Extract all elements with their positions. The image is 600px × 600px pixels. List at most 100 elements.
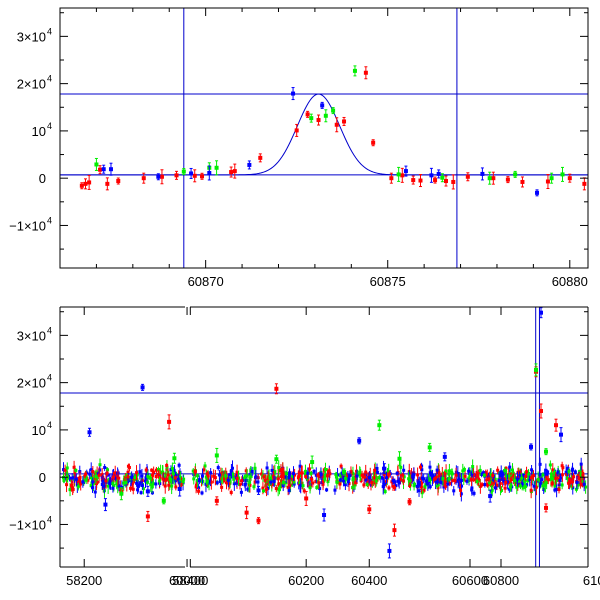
y-tick-label: 0 [39,171,46,186]
data-point [382,472,386,476]
data-point [509,483,513,487]
data-point [530,468,534,472]
data-point [86,478,90,482]
data-point [439,480,443,484]
data-point [383,490,387,494]
data-point [246,487,250,491]
series-red [119,366,558,537]
data-point [65,466,69,470]
data-point [235,476,239,480]
x-tick-label: 60400 [351,573,387,588]
data-point [442,454,447,459]
data-point [542,480,546,484]
data-point [317,481,321,485]
data-point [519,472,523,476]
data-point [83,474,87,478]
data-point [529,444,533,449]
data-point [301,484,305,488]
data-point [224,474,228,478]
data-point [532,484,536,488]
data-point [342,119,347,124]
data-point [355,474,359,478]
data-point [396,479,400,483]
data-point [94,162,99,167]
data-point [429,173,434,178]
data-point [101,486,105,490]
data-point [439,474,443,478]
data-point [565,476,569,480]
data-point [91,486,95,490]
data-point [545,473,549,477]
data-point [382,466,387,471]
data-point [543,483,547,487]
data-point [348,474,352,478]
data-point [76,485,80,489]
data-point [507,474,511,478]
data-point [564,472,568,476]
data-point [100,473,104,477]
data-point [411,178,416,183]
data-point [232,477,236,481]
data-point [258,155,263,160]
data-point [84,472,88,476]
data-point [503,469,507,473]
data-point [154,475,158,479]
data-point [352,68,357,73]
data-point [279,482,283,486]
data-point [544,476,548,480]
data-point [472,491,476,495]
data-point [254,475,258,479]
data-point [548,463,552,467]
data-point [512,474,516,478]
data-point [573,470,577,474]
data-point [442,485,446,489]
data-point [69,483,73,487]
data-point [145,514,150,519]
data-point [170,466,174,470]
data-point [487,477,491,481]
data-point [304,496,309,501]
data-point [559,476,563,480]
data-point [215,481,219,485]
data-point [220,485,224,489]
data-point [119,491,124,496]
data-point [239,490,243,494]
data-point [310,477,314,481]
data-point [213,476,217,480]
data-point [560,483,564,487]
data-point [428,465,432,469]
data-point [440,175,445,180]
data-point [197,489,201,493]
data-point [94,475,98,479]
data-point [88,472,92,476]
data-point [107,478,111,482]
data-point [428,477,432,481]
data-point [461,469,465,473]
data-point [428,485,432,489]
data-point [136,484,140,488]
data-point [242,476,246,480]
data-point [309,116,314,121]
data-point [78,475,82,479]
data-point [202,468,206,472]
data-point [459,488,463,492]
data-point [483,483,487,487]
data-point [554,423,558,428]
data-point [231,472,235,476]
series-blue [87,307,563,559]
data-point [323,113,328,118]
data-point [446,482,450,486]
data-point [422,488,426,492]
data-point [158,479,162,483]
data-point [214,453,219,458]
data-point [442,474,446,478]
data-point [435,468,439,472]
data-point [570,484,574,488]
data-point [470,472,474,476]
data-point [554,476,558,480]
data-point [546,478,550,482]
data-point [462,467,466,471]
data-point [316,118,321,123]
data-point [501,472,505,476]
